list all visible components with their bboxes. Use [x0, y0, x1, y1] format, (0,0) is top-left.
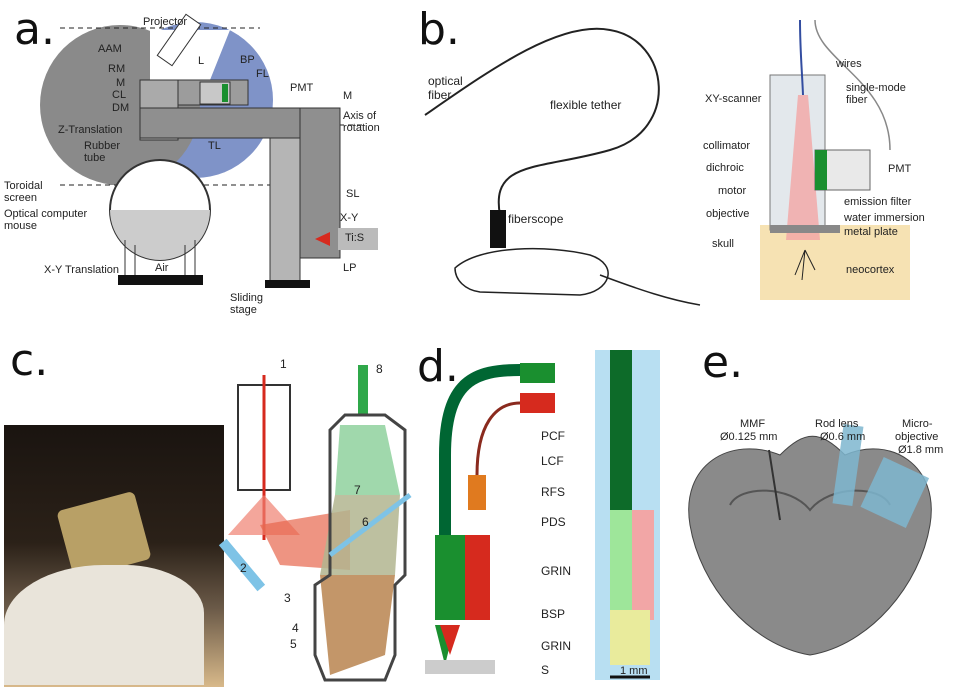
callout-mmf: MMF: [740, 418, 766, 430]
callout-optical-fiber: optical fiber: [428, 74, 463, 102]
panel-c-label: c.: [10, 335, 49, 386]
callout-dichroic: dichroic: [706, 162, 744, 174]
callout-optical-mouse: Optical computer mouse: [4, 208, 88, 232]
callout-wires: wires: [836, 58, 862, 70]
panel-e-diagram: [688, 423, 932, 656]
panel-c-diagram: [218, 365, 412, 682]
callout-bsp: BSP: [541, 607, 566, 621]
callout-cl: CL: [112, 89, 127, 101]
callout-flexible-tether: flexible tether: [550, 98, 622, 112]
callout-tl: TL: [208, 140, 221, 152]
callout-m2: M: [343, 90, 353, 102]
callout-micro: Micro-: [902, 418, 933, 430]
callout-fl: FL: [256, 68, 269, 80]
callout-pmt: PMT: [290, 82, 314, 94]
callout-axis-rotation: Axis of rotation: [343, 110, 380, 134]
c-num-6: 6: [362, 515, 369, 529]
callout-aam: AAM: [98, 43, 122, 55]
callout-xy: X-Y: [340, 212, 359, 224]
callout-s: S: [541, 663, 550, 677]
callout-bp: BP: [240, 54, 255, 66]
callout-motor: motor: [718, 185, 747, 197]
c-num-7: 7: [354, 483, 361, 497]
callout-water-immersion: water immersion: [844, 212, 925, 224]
callout-pmt: PMT: [888, 163, 912, 175]
callout-pcf: PCF: [541, 429, 565, 443]
callout-collimator: collimator: [703, 140, 751, 152]
callout-tis: Ti:S: [345, 232, 365, 244]
panel-b-label: b.: [418, 4, 460, 55]
callout-mmf-dia: Ø0.125 mm: [720, 431, 778, 443]
callout-grin2: GRIN: [541, 639, 571, 653]
panel-e: e. MMF Ø0.125 mm Rod lens Ø0.6 mm Micro-…: [670, 335, 953, 693]
callout-rod-lens: Rod lens: [815, 418, 859, 430]
callout-objective: objective: [706, 208, 750, 220]
panel-d-diagram: [425, 350, 660, 680]
panel-a-diagram: [40, 13, 378, 288]
panel-d: d. PCF LCF RFS PDS GRIN BSP GRIN S 1 mm: [415, 335, 665, 693]
panel-b-diagram: [424, 19, 910, 306]
panel-d-label: d.: [417, 341, 459, 392]
callout-z-translation: Z-Translation: [58, 124, 123, 136]
callout-grin: GRIN: [541, 564, 571, 578]
callout-toroidal-screen: Toroidal screen: [4, 180, 43, 204]
callout-xy-translation: X-Y Translation: [44, 264, 120, 276]
callout-micro-dia: Ø1.8 mm: [898, 444, 944, 456]
callout-metal-plate: metal plate: [844, 226, 898, 238]
callout-fiberscope: fiberscope: [508, 212, 564, 226]
callout-m: M: [116, 77, 126, 89]
callout-emission-filter: emission filter: [844, 196, 912, 208]
panel-c: c. 1 2 3 4 5 6 7 8: [0, 335, 420, 693]
callout-single-mode-fiber: single-mode fiber: [846, 82, 906, 106]
c-num-1: 1: [280, 357, 287, 371]
callout-sliding-stage: Sliding stage: [230, 292, 264, 316]
callout-objective: objective: [895, 431, 939, 443]
callout-dm: DM: [112, 102, 130, 114]
c-num-5: 5: [290, 637, 297, 651]
callout-l: L: [198, 55, 205, 67]
rat-photo: [4, 425, 224, 687]
panel-b: b. optical fiber flexible tether fibersc…: [410, 0, 953, 320]
callout-lp: LP: [343, 262, 357, 274]
c-num-4: 4: [292, 621, 299, 635]
callout-pds: PDS: [541, 515, 566, 529]
callout-rod-lens-dia: Ø0.6 mm: [820, 431, 866, 443]
panel-a-label: a.: [14, 4, 55, 55]
callout-rfs: RFS: [541, 485, 565, 499]
c-num-3: 3: [284, 591, 291, 605]
callout-neocortex: neocortex: [846, 264, 895, 276]
callout-rm: RM: [108, 63, 126, 75]
callout-air: Air: [155, 262, 169, 274]
panel-a: a. Projector AAM RM M CL: [0, 0, 390, 320]
panel-e-label: e.: [702, 337, 744, 388]
callout-skull: skull: [712, 238, 735, 250]
scale-bar-label: 1 mm: [620, 665, 648, 677]
callout-sl: SL: [346, 188, 360, 200]
callout-xy-scanner: XY-scanner: [705, 93, 762, 105]
callout-rubber-tube: Rubber tube: [84, 140, 121, 164]
c-num-2: 2: [240, 561, 247, 575]
callout-projector: Projector: [143, 16, 188, 28]
callout-lcf: LCF: [541, 454, 564, 468]
c-num-8: 8: [376, 362, 383, 376]
